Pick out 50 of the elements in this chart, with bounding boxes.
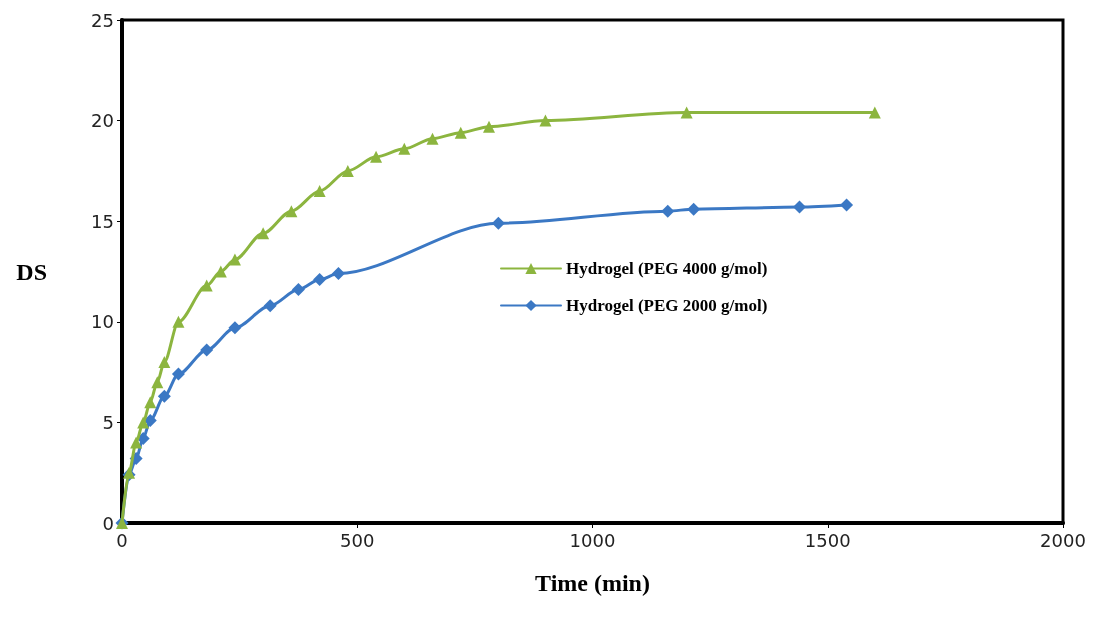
- point: [454, 126, 467, 139]
- point: [482, 120, 495, 133]
- point: [158, 356, 171, 369]
- legend-label: Hydrogel (PEG 4000 g/mol): [566, 259, 768, 278]
- point: [144, 396, 157, 409]
- point: [491, 216, 505, 230]
- point: [200, 279, 213, 292]
- point: [687, 202, 701, 216]
- point: [868, 106, 881, 119]
- x-axis-title: Time (min): [535, 570, 650, 596]
- point: [285, 205, 298, 218]
- point: [331, 267, 345, 281]
- point: [291, 283, 305, 297]
- point: [171, 367, 185, 381]
- point: [257, 227, 270, 240]
- y-tick-label: 0: [102, 512, 114, 534]
- point: [136, 432, 150, 445]
- point: [398, 142, 411, 155]
- x-tick-label: 1500: [804, 529, 851, 551]
- point: [426, 132, 439, 145]
- point: [157, 389, 171, 403]
- point: [228, 253, 241, 266]
- y-tick-label: 25: [91, 9, 114, 31]
- point: [228, 321, 242, 335]
- point: [341, 164, 354, 177]
- point: [539, 114, 552, 127]
- x-tick-label: 2000: [1040, 529, 1086, 551]
- point: [172, 315, 185, 328]
- point: [313, 273, 327, 287]
- point: [680, 106, 693, 119]
- point: [370, 150, 383, 163]
- y-tick-label: 10: [91, 311, 114, 333]
- y-axis-title: DS: [16, 258, 47, 285]
- point: [137, 416, 150, 429]
- point: [661, 204, 675, 218]
- point: [200, 343, 214, 357]
- point: [143, 413, 157, 427]
- point: [151, 376, 164, 389]
- point: [313, 185, 326, 198]
- x-tick-label: 0: [116, 529, 128, 551]
- y-tick-label: 15: [91, 210, 114, 232]
- x-tick-label: 500: [340, 529, 375, 551]
- point: [793, 200, 807, 214]
- point: [130, 436, 143, 449]
- point: [263, 299, 277, 313]
- y-tick-label: 5: [102, 411, 114, 433]
- legend-label: Hydrogel (PEG 2000 g/mol): [566, 296, 768, 315]
- y-tick-label: 20: [91, 110, 114, 132]
- x-tick-label: 1000: [569, 529, 616, 551]
- point: [840, 198, 854, 212]
